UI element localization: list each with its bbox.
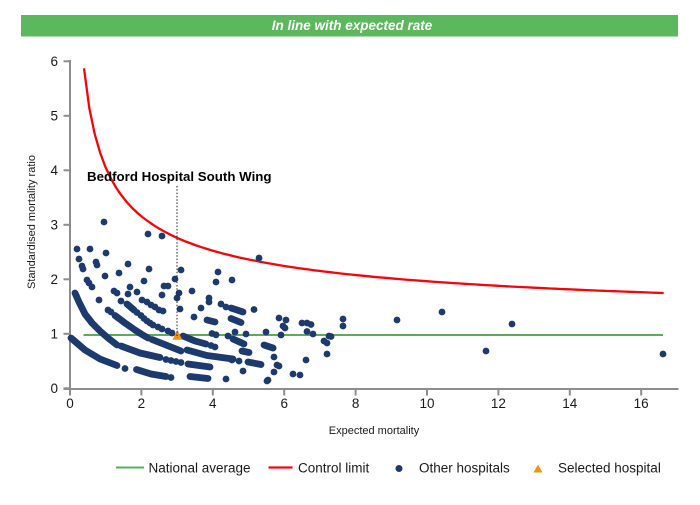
svg-text:16: 16 [634,396,649,411]
svg-text:5: 5 [50,108,58,123]
svg-text:Control limit: Control limit [298,461,370,476]
svg-text:0: 0 [66,396,74,411]
svg-text:0: 0 [50,381,58,396]
svg-text:Other hospitals: Other hospitals [419,461,510,476]
svg-text:10: 10 [419,396,434,411]
svg-text:12: 12 [491,396,506,411]
svg-text:3: 3 [50,217,58,232]
svg-text:2: 2 [138,396,146,411]
svg-text:4: 4 [209,396,217,411]
svg-text:In line with expected rate: In line with expected rate [272,18,433,33]
svg-text:Bedford Hospital South Wing: Bedford Hospital South Wing [87,169,272,184]
svg-text:2: 2 [50,272,58,287]
svg-text:Selected hospital: Selected hospital [558,461,661,476]
svg-text:8: 8 [352,396,360,411]
svg-text:Standardised mortality ratio: Standardised mortality ratio [26,155,38,289]
svg-text:National average: National average [149,461,251,476]
svg-text:Expected mortality: Expected mortality [329,425,420,437]
svg-text:4: 4 [50,163,58,178]
svg-text:14: 14 [562,396,578,411]
svg-text:1: 1 [50,326,58,341]
svg-text:6: 6 [50,54,58,69]
svg-text:6: 6 [280,396,288,411]
